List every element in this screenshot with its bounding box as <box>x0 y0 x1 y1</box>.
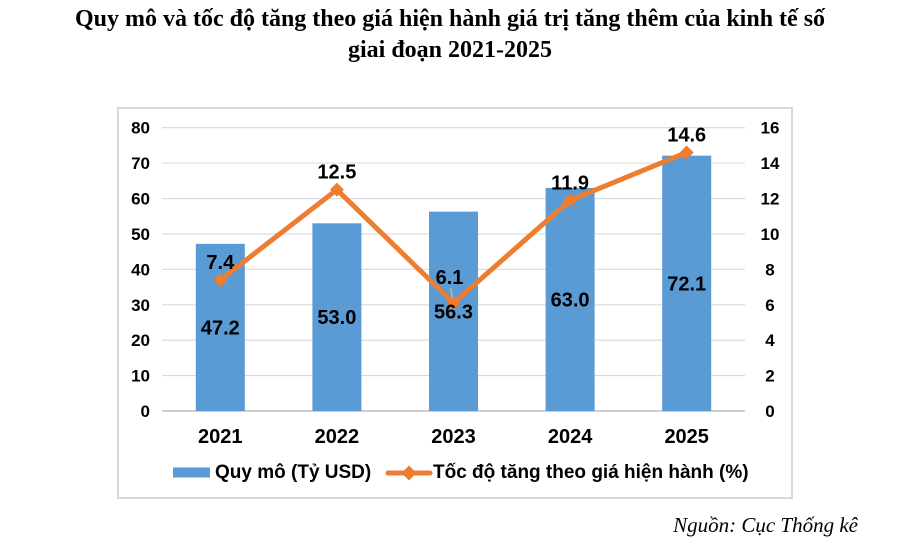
y-axis-left-tick: 60 <box>131 190 150 209</box>
bar-2025 <box>662 155 712 411</box>
bar-2022 <box>312 223 362 411</box>
legend-line-marker-icon <box>401 465 417 481</box>
y-axis-left-tick: 0 <box>141 402 150 421</box>
line-marker-2022 <box>329 182 344 197</box>
bar-label-2022: 53.0 <box>317 307 356 329</box>
bar-2024 <box>545 187 595 411</box>
y-axis-right-tick: 10 <box>761 225 780 244</box>
chart-panel: 0 10 20 30 40 50 60 70 80 0 2 4 6 8 10 12 14 16 47.2 53.0 56… <box>117 107 793 499</box>
line-marker-2024 <box>563 193 578 208</box>
x-axis-label-2021: 2021 <box>198 426 243 448</box>
y-axis-right-tick: 2 <box>765 367 774 386</box>
chart-title-line2: giai đoạn 2021-2025 <box>347 37 553 63</box>
line-label-2024: 11.9 <box>551 172 589 194</box>
source-note: Nguồn: Cục Thống kê <box>673 513 858 537</box>
legend-bar-label: Quy mô (Tỷ USD) <box>215 462 371 483</box>
y-axis-left-tick: 10 <box>131 367 150 386</box>
y-axis-right-tick: 12 <box>761 190 780 209</box>
y-axis-right-tick: 14 <box>761 154 780 173</box>
x-axis-label-2025: 2025 <box>664 426 709 448</box>
legend-bar-swatch <box>173 467 210 478</box>
chart-svg: 0 10 20 30 40 50 60 70 80 0 2 4 6 8 10 12 14 16 47.2 53.0 56… <box>131 119 780 483</box>
chart-title: Quy mô và tốc độ tăng theo giá hiện hành… <box>0 4 900 66</box>
chart-title-line1: Quy mô và tốc độ tăng theo giá hiện hành… <box>74 6 826 32</box>
bar-label-2025: 72.1 <box>667 273 706 295</box>
y-axis-right-tick: 0 <box>765 402 774 421</box>
y-axis-right-tick: 6 <box>765 296 774 315</box>
line-label-2025: 14.6 <box>667 124 706 146</box>
x-axis-label-2024: 2024 <box>548 426 593 448</box>
line-label-2022: 12.5 <box>317 162 356 184</box>
bar-2021 <box>195 243 245 411</box>
y-axis-left-tick: 70 <box>131 154 150 173</box>
y-axis-left-tick: 20 <box>131 331 150 350</box>
y-axis-right-tick: 8 <box>765 260 774 279</box>
bar-label-2023: 56.3 <box>434 301 473 323</box>
line-label-2021: 7.4 <box>206 252 235 274</box>
x-axis-label-2022: 2022 <box>315 426 360 448</box>
x-axis-label-2023: 2023 <box>431 426 476 448</box>
line-label-2023: 6.1 <box>436 267 464 289</box>
bar-2023 <box>429 211 478 411</box>
y-axis-left-tick: 30 <box>131 296 150 315</box>
legend-line-label: Tốc độ tăng theo giá hiện hành (%) <box>433 462 749 483</box>
y-axis-left-tick: 50 <box>131 225 150 244</box>
label-leader-line <box>449 287 454 299</box>
y-axis-left-tick: 80 <box>131 119 150 138</box>
y-axis-right-tick: 16 <box>761 119 780 138</box>
bar-label-2021: 47.2 <box>201 317 240 339</box>
bar-label-2024: 63.0 <box>551 289 590 311</box>
line-marker-2021 <box>213 272 228 287</box>
line-marker-2025 <box>679 145 694 160</box>
line-marker-2023 <box>446 295 461 310</box>
y-axis-right-tick: 4 <box>765 331 775 350</box>
y-axis-left-tick: 40 <box>131 260 150 279</box>
